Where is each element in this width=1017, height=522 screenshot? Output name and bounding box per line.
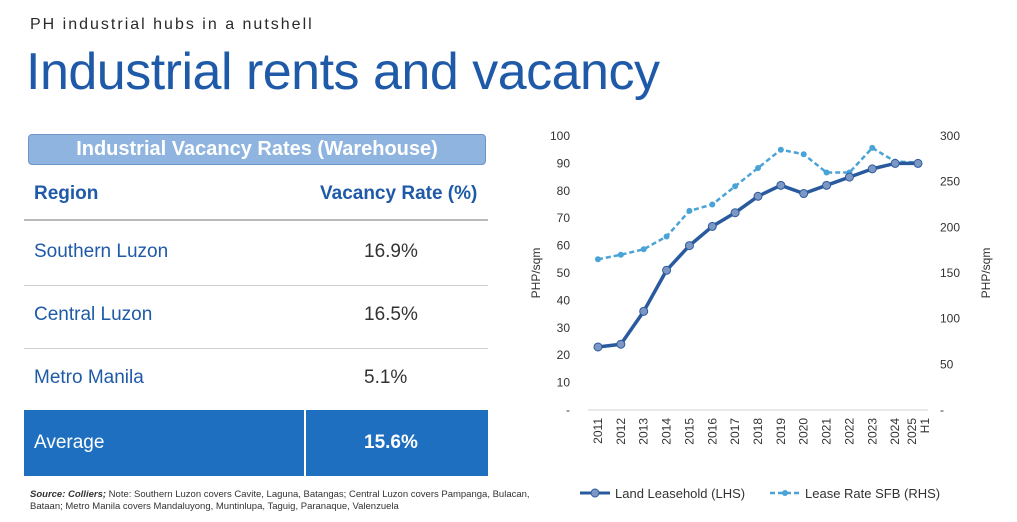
row-value: 5.1%: [364, 367, 408, 388]
y-tick-right: 300: [940, 129, 960, 143]
page-title: Industrial rents and vacancy: [26, 43, 660, 101]
legend-marker-lease: [782, 490, 788, 496]
point-lease-rate: [800, 151, 807, 158]
y-tick-right: 250: [940, 175, 960, 189]
y-tick-left: -: [566, 403, 570, 417]
y-tick-left: 10: [557, 376, 571, 390]
x-tick-label: 2021: [820, 418, 834, 445]
point-lease-rate: [823, 169, 830, 176]
point-lease-rate: [595, 256, 601, 263]
y-tick-left: 60: [557, 239, 571, 253]
x-tick-label-line2: H1: [918, 418, 932, 434]
point-land-leasehold: [707, 221, 717, 231]
x-tick-label: 2023: [865, 418, 879, 445]
average-divider: [304, 410, 306, 476]
y-axis-title-right: PHP/sqm: [979, 248, 993, 299]
legend-label-land: Land Leasehold (LHS): [615, 486, 745, 501]
column-header-vacancy: Vacancy Rate (%): [320, 183, 478, 204]
y-tick-left: 100: [550, 129, 570, 143]
source-note: Source: Colliers; Note: Southern Luzon c…: [30, 489, 550, 513]
point-land-leasehold: [890, 158, 900, 168]
y-tick-left: 40: [557, 293, 571, 307]
x-tick-label: 2017: [728, 418, 742, 445]
x-tick-label: 2024: [888, 418, 902, 445]
table-row: Central Luzon 16.5%: [24, 284, 488, 349]
x-tick-label: 2025: [905, 418, 919, 445]
y-axis-title-left: PHP/sqm: [529, 248, 543, 299]
row-region: Metro Manila: [34, 367, 144, 388]
x-tick-label: 2011: [591, 418, 605, 444]
point-land-leasehold: [844, 172, 854, 182]
y-tick-left: 80: [557, 184, 571, 198]
table-title: Industrial Vacancy Rates (Warehouse): [28, 134, 486, 165]
table-row: Metro Manila 5.1%: [24, 347, 488, 411]
y-tick-right: 100: [940, 312, 960, 326]
legend-label-lease: Lease Rate SFB (RHS): [805, 486, 940, 501]
point-lease-rate: [755, 164, 761, 171]
point-lease-rate: [663, 233, 670, 240]
x-tick-label: 2019: [774, 418, 788, 445]
y-tick-left: 50: [557, 266, 571, 280]
x-tick-label: 2013: [637, 418, 651, 445]
point-land-leasehold: [913, 158, 923, 168]
y-tick-right: 50: [940, 357, 954, 371]
point-land-leasehold: [822, 180, 832, 190]
row-region: Southern Luzon: [34, 241, 169, 262]
average-value: 15.6%: [364, 432, 418, 453]
point-lease-rate: [869, 144, 876, 151]
point-lease-rate: [686, 207, 693, 214]
x-tick-label: 2015: [682, 418, 696, 445]
point-land-leasehold: [639, 306, 649, 316]
source-text: Note: Southern Luzon covers Cavite, Lagu…: [30, 489, 530, 512]
y-tick-left: 70: [557, 211, 571, 225]
x-tick-label: 2012: [614, 418, 628, 445]
point-land-leasehold: [867, 164, 877, 174]
series-line-lease-rate: [597, 146, 919, 261]
y-tick-left: 30: [557, 321, 571, 335]
point-land-leasehold: [730, 208, 740, 218]
rent-line-chart: - 10 20 30 40 50 60 70 80 90 100 - 50 100 150 200 250 300…: [529, 129, 993, 501]
y-tick-right: 150: [940, 266, 960, 280]
row-value: 16.5%: [364, 304, 418, 325]
point-land-leasehold: [776, 180, 786, 190]
point-land-leasehold: [799, 189, 809, 199]
eyebrow-text: PH industrial hubs in a nutshell: [30, 16, 314, 33]
y-tick-left: 20: [557, 348, 571, 362]
x-tick-label: 2016: [705, 418, 719, 445]
point-lease-rate: [777, 146, 784, 153]
x-tick-label: 2022: [842, 418, 856, 445]
point-lease-rate: [732, 183, 739, 190]
x-tick-label: 2020: [797, 418, 811, 445]
legend-marker-land: [590, 488, 600, 498]
point-land-leasehold: [662, 265, 672, 275]
point-land-leasehold: [616, 339, 626, 349]
series-line-land-leasehold: [597, 161, 918, 349]
point-lease-rate: [709, 201, 716, 208]
source-label: Source: Colliers;: [30, 489, 107, 500]
table-row: Southern Luzon 16.9%: [24, 221, 488, 286]
row-region: Central Luzon: [34, 304, 153, 325]
y-tick-right: 200: [940, 220, 960, 234]
average-row: Average 15.6%: [24, 410, 488, 476]
point-lease-rate: [617, 251, 624, 258]
x-tick-label: 2018: [751, 418, 765, 445]
y-tick-right: -: [940, 403, 944, 417]
average-label: Average: [34, 432, 105, 453]
x-tick-label: 2014: [660, 418, 674, 445]
point-lease-rate: [640, 246, 647, 253]
point-land-leasehold: [684, 241, 694, 251]
point-land-leasehold: [753, 191, 763, 201]
column-header-region: Region: [34, 183, 99, 204]
y-tick-left: 90: [557, 156, 571, 170]
table-column-headers: Region Vacancy Rate (%): [24, 174, 488, 221]
point-land-leasehold: [593, 342, 603, 352]
row-value: 16.9%: [364, 241, 418, 262]
